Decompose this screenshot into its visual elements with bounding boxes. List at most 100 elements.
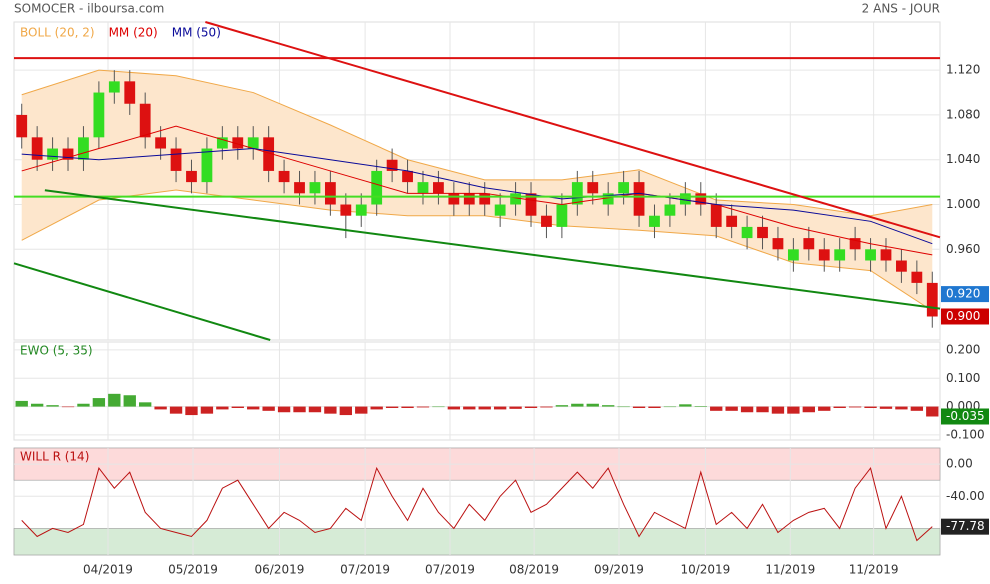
- candle-body: [664, 204, 676, 216]
- candle-body: [278, 170, 290, 183]
- candle-body: [556, 204, 568, 227]
- ewo-bar: [833, 406, 846, 408]
- candle-body: [108, 81, 120, 93]
- candle-body: [232, 137, 244, 149]
- ewo-bar: [694, 406, 707, 407]
- y-tick-label: -0.100: [946, 427, 985, 441]
- candle-body: [710, 204, 722, 227]
- candle-body: [880, 249, 892, 261]
- ewo-bar: [710, 406, 723, 411]
- value-tag-label: -77.78: [946, 519, 985, 533]
- candle-body: [78, 137, 89, 160]
- x-tick-label: 04/2019: [83, 563, 133, 577]
- candle-body: [186, 170, 197, 183]
- x-tick-label: 05/2019: [168, 563, 218, 577]
- candle-body: [757, 226, 768, 239]
- candle-body: [618, 182, 630, 194]
- candle-body: [402, 170, 413, 183]
- ewo-bar: [370, 406, 383, 410]
- ewo-bar: [123, 395, 136, 407]
- ewo-bar: [293, 406, 306, 413]
- candle-body: [741, 226, 753, 239]
- moving-average: [21, 148, 933, 245]
- y-tick-label: 0.00: [946, 457, 973, 471]
- candle-body: [865, 249, 876, 261]
- x-tick-label: 07/2019: [340, 563, 390, 577]
- candle-body: [201, 148, 213, 183]
- ewo-bar: [169, 406, 183, 414]
- panel-title: WILL R (14): [20, 450, 89, 464]
- candle-body: [216, 137, 228, 149]
- x-tick-label: 10/2019: [680, 563, 730, 577]
- ewo-bar: [61, 406, 75, 408]
- legend-label: MM (50): [172, 26, 221, 40]
- y-tick-label: 0.100: [946, 371, 980, 385]
- legend-label: BOLL (20, 2): [20, 26, 95, 40]
- ewo-bar: [77, 403, 90, 407]
- candle-body: [263, 137, 275, 171]
- candle-body: [355, 204, 367, 216]
- y-tick-label: 1.000: [946, 197, 980, 211]
- y-tick-label: 1.040: [946, 152, 980, 166]
- ewo-bar: [818, 406, 831, 411]
- candle-body: [463, 193, 475, 205]
- panel: [13, 341, 941, 441]
- candle-body: [679, 193, 691, 205]
- candle-body: [525, 193, 537, 216]
- candle-body: [93, 92, 105, 138]
- y-tick-label: 0.200: [946, 342, 980, 356]
- ewo-bar: [416, 406, 430, 408]
- candle-body: [571, 182, 583, 205]
- moving-average: [21, 125, 933, 256]
- ewo-bar: [802, 406, 815, 413]
- ewo-bar: [926, 406, 939, 417]
- candle-body: [170, 148, 182, 171]
- candle-body: [433, 182, 444, 194]
- bollinger-upper: [21, 69, 933, 217]
- candle-body: [124, 81, 136, 104]
- candle-body: [818, 249, 830, 261]
- ewo-bar: [108, 393, 121, 407]
- ewo-bar: [339, 406, 352, 416]
- trend-line: [13, 262, 271, 341]
- ewo-bar: [432, 406, 445, 408]
- candle-body: [649, 215, 660, 227]
- x-tick-label: 11/2019: [849, 563, 899, 577]
- zone: [13, 528, 941, 556]
- candle-body: [247, 137, 259, 149]
- ewo-bar: [602, 405, 615, 407]
- ewo-bar: [895, 406, 908, 410]
- ewo-bar: [247, 406, 260, 410]
- ewo-bar: [92, 398, 106, 407]
- candle-body: [309, 182, 321, 194]
- ewo-bar: [139, 402, 152, 407]
- x-tick-label: 07/2019: [425, 563, 475, 577]
- ewo-bar: [277, 406, 291, 413]
- ewo-bar: [154, 406, 167, 410]
- ewo-bar: [46, 405, 59, 407]
- price-tag-label: 0.920: [946, 287, 980, 301]
- candle-body: [371, 170, 383, 205]
- y-tick-label: 1.120: [946, 63, 980, 77]
- value-tag-label: -0.035: [946, 409, 985, 423]
- candle-body: [803, 238, 815, 250]
- trend-line: [205, 21, 941, 239]
- price-tag-label: 0.900: [946, 309, 980, 323]
- candle-body: [494, 204, 506, 216]
- bollinger-band: [21, 70, 933, 311]
- ewo-bar: [401, 406, 414, 408]
- ewo-bar: [262, 406, 275, 411]
- ewo-bar: [740, 406, 754, 413]
- candle-body: [16, 114, 28, 138]
- candle-body: [633, 182, 645, 216]
- ewo-bar: [216, 406, 229, 410]
- candle-body: [386, 159, 398, 171]
- ewo-bar: [447, 406, 461, 410]
- ewo-bar: [679, 404, 692, 407]
- header-period: 2 ANS - JOUR: [862, 2, 940, 16]
- candle-body: [417, 182, 429, 194]
- candle-body: [294, 182, 305, 194]
- ewo-bar: [200, 406, 214, 414]
- candle-body: [479, 193, 491, 205]
